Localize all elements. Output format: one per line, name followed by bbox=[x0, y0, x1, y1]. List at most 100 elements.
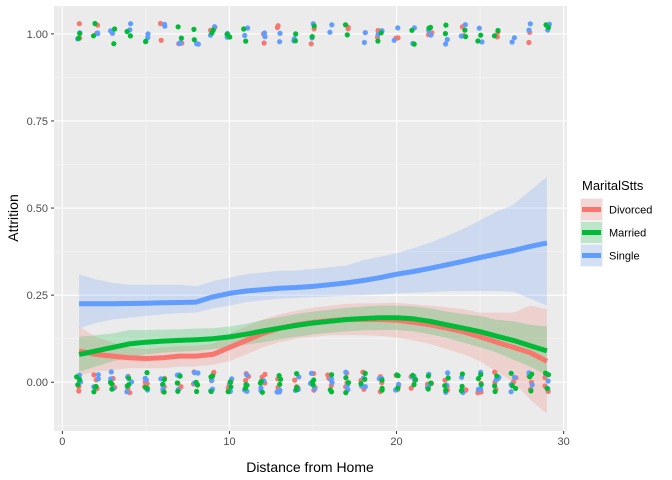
point-married bbox=[77, 30, 83, 37]
point-single bbox=[428, 32, 434, 38]
point-married bbox=[244, 382, 250, 388]
legend-title: MaritalStts bbox=[582, 178, 644, 193]
point-single bbox=[545, 378, 551, 384]
point-single bbox=[511, 35, 517, 41]
point-married bbox=[442, 30, 448, 37]
x-tick-label: 0 bbox=[59, 436, 65, 448]
point-married bbox=[210, 373, 216, 379]
point-married bbox=[329, 372, 335, 378]
point-single bbox=[124, 389, 130, 395]
point-married bbox=[527, 374, 533, 380]
point-divorced bbox=[262, 371, 268, 377]
point-married bbox=[161, 389, 167, 395]
point-married bbox=[425, 373, 431, 379]
legend-label-married: Married bbox=[609, 228, 646, 240]
point-married bbox=[174, 380, 180, 386]
point-married bbox=[294, 384, 300, 391]
point-single bbox=[391, 37, 397, 43]
point-married bbox=[478, 372, 484, 378]
legend: MaritalStts Divorced Married Single bbox=[580, 178, 652, 267]
point-married bbox=[194, 388, 200, 395]
point-divorced bbox=[325, 372, 331, 378]
legend-label-divorced: Divorced bbox=[609, 205, 652, 217]
point-single bbox=[277, 30, 283, 36]
point-married bbox=[111, 41, 117, 47]
point-married bbox=[209, 30, 215, 36]
point-single bbox=[143, 377, 149, 383]
point-married bbox=[478, 32, 484, 38]
point-married bbox=[491, 33, 498, 39]
point-married bbox=[462, 27, 468, 33]
point-married bbox=[345, 380, 352, 386]
line-single bbox=[79, 240, 548, 307]
point-married bbox=[126, 382, 132, 388]
point-married bbox=[412, 376, 419, 383]
point-married bbox=[227, 34, 233, 40]
y-tick-label: 0.50 bbox=[27, 203, 48, 215]
point-single bbox=[509, 39, 515, 45]
point-single bbox=[145, 31, 151, 37]
point-divorced bbox=[243, 377, 249, 384]
point-single bbox=[95, 376, 101, 382]
point-married bbox=[292, 38, 298, 44]
point-single bbox=[277, 39, 283, 45]
point-divorced bbox=[76, 388, 82, 394]
y-axis-title: Attrition bbox=[5, 194, 21, 241]
point-married bbox=[458, 388, 464, 394]
point-married bbox=[161, 376, 167, 382]
point-single bbox=[343, 369, 349, 375]
smooth-lines bbox=[78, 240, 549, 364]
point-married bbox=[241, 26, 247, 32]
point-married bbox=[93, 383, 99, 390]
point-married bbox=[193, 379, 199, 385]
line-married bbox=[78, 315, 548, 357]
point-married bbox=[74, 374, 80, 380]
point-single bbox=[108, 376, 114, 382]
grid-minor bbox=[54, 6, 567, 431]
point-married bbox=[127, 33, 133, 39]
point-divorced bbox=[308, 41, 314, 47]
point-married bbox=[276, 373, 282, 379]
point-divorced bbox=[492, 369, 498, 375]
point-married bbox=[124, 28, 130, 35]
point-single bbox=[261, 30, 268, 36]
point-married bbox=[175, 24, 181, 30]
point-single bbox=[244, 372, 250, 378]
point-married bbox=[328, 389, 335, 395]
point-married bbox=[492, 383, 498, 389]
point-divorced bbox=[157, 20, 164, 27]
point-married bbox=[442, 383, 448, 389]
point-married bbox=[459, 371, 465, 377]
point-single bbox=[362, 29, 368, 36]
point-single bbox=[276, 389, 282, 395]
point-single bbox=[526, 27, 532, 33]
point-single bbox=[529, 382, 535, 388]
point-divorced bbox=[158, 37, 164, 43]
point-married bbox=[411, 382, 417, 388]
point-married bbox=[443, 387, 449, 393]
point-married bbox=[277, 381, 283, 387]
point-married bbox=[494, 373, 500, 379]
point-married bbox=[410, 372, 416, 378]
point-married bbox=[259, 389, 265, 395]
point-divorced bbox=[542, 374, 548, 381]
point-married bbox=[75, 382, 81, 388]
point-married bbox=[227, 379, 233, 385]
point-married bbox=[293, 31, 299, 37]
point-married bbox=[294, 371, 300, 377]
point-single bbox=[328, 376, 334, 382]
point-married bbox=[144, 370, 150, 376]
point-married bbox=[411, 41, 417, 47]
point-single bbox=[458, 33, 464, 39]
legend-label-single: Single bbox=[609, 251, 640, 263]
point-married bbox=[311, 23, 317, 29]
point-married bbox=[143, 38, 149, 44]
point-married bbox=[342, 22, 349, 28]
point-married bbox=[228, 384, 234, 390]
point-single bbox=[527, 21, 533, 27]
point-single bbox=[327, 29, 333, 35]
point-married bbox=[509, 382, 515, 389]
point-single bbox=[177, 40, 183, 46]
point-single bbox=[396, 381, 402, 387]
